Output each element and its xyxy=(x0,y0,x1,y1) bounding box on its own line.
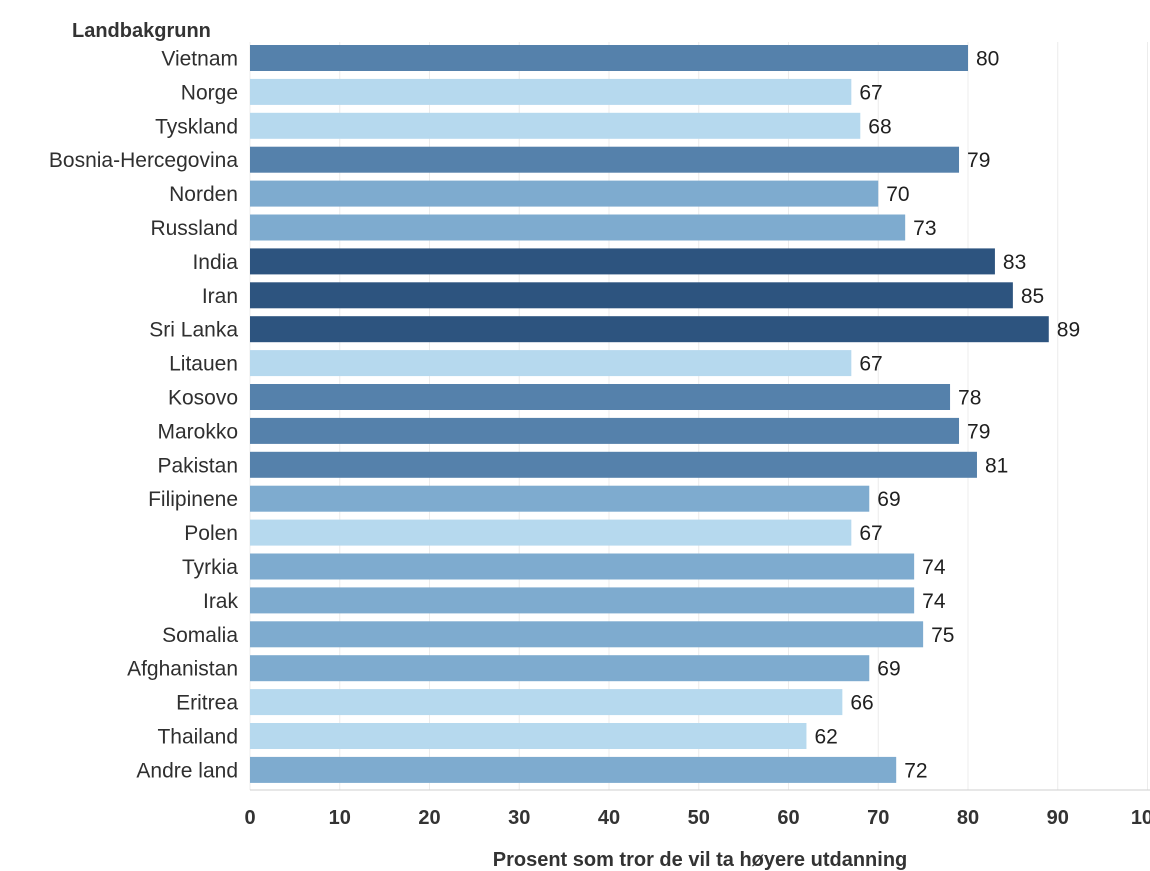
bar xyxy=(250,723,807,749)
x-tick-label: 40 xyxy=(598,807,620,829)
category-label: Somalia xyxy=(162,624,238,647)
x-tick-label: 80 xyxy=(957,807,979,829)
category-label: Afghanistan xyxy=(127,658,238,681)
category-label: Sri Lanka xyxy=(149,319,238,342)
x-tick-labels: 0 10 20 30 40 50 60 70 80 90 100 xyxy=(244,807,1150,829)
bar xyxy=(250,756,897,783)
x-tick-label: 30 xyxy=(508,807,530,829)
category-label: Litauen xyxy=(169,353,238,376)
category-label: Iran xyxy=(202,285,238,308)
x-tick-label: 0 xyxy=(244,807,255,829)
bar xyxy=(250,587,915,614)
x-tick-label: 100 xyxy=(1131,807,1150,829)
bar xyxy=(250,112,861,139)
category-label: Andre land xyxy=(136,759,238,782)
category-axis-title: Landbakgrunn xyxy=(72,20,211,42)
x-tick-label: 70 xyxy=(867,807,889,829)
bar xyxy=(250,214,906,241)
value-label: 67 xyxy=(859,81,882,104)
value-label: 81 xyxy=(985,454,1008,477)
category-label: Bosnia-Hercegovina xyxy=(49,149,238,172)
value-label: 74 xyxy=(922,556,946,579)
category-label: Vietnam xyxy=(161,48,238,71)
value-label: 78 xyxy=(958,387,981,410)
x-tick-label: 20 xyxy=(418,807,440,829)
value-label: 67 xyxy=(859,522,882,545)
bars xyxy=(250,45,1049,783)
value-label: 85 xyxy=(1021,285,1044,308)
bar xyxy=(250,316,1049,343)
category-label: Tyrkia xyxy=(182,556,238,579)
bar xyxy=(250,519,852,546)
category-label: India xyxy=(192,251,238,274)
value-label: 66 xyxy=(850,692,873,715)
category-label: Irak xyxy=(203,590,239,613)
value-label: 83 xyxy=(1003,251,1026,274)
category-label: Filipinene xyxy=(148,488,238,511)
x-tick-label: 60 xyxy=(777,807,799,829)
bar xyxy=(250,45,968,71)
category-label: Thailand xyxy=(157,726,238,749)
bar xyxy=(250,689,843,716)
bar xyxy=(250,485,870,512)
bar xyxy=(250,350,852,377)
bar xyxy=(250,384,951,410)
category-label: Russland xyxy=(150,217,238,240)
value-label: 67 xyxy=(859,353,882,376)
category-label: Pakistan xyxy=(157,454,238,477)
value-label: 75 xyxy=(931,624,954,647)
bar xyxy=(250,146,960,173)
value-labels: 8067687970738385896778798169677474756966… xyxy=(814,48,1080,783)
bar xyxy=(250,451,977,478)
category-label: Tyskland xyxy=(155,115,238,138)
bar xyxy=(250,180,879,207)
value-label: 80 xyxy=(976,48,999,71)
value-label: 62 xyxy=(814,726,837,749)
category-label: Norge xyxy=(181,81,238,104)
value-label: 79 xyxy=(967,420,990,443)
bar xyxy=(250,282,1013,309)
value-label: 74 xyxy=(922,590,946,613)
value-label: 72 xyxy=(904,759,927,782)
category-label: Marokko xyxy=(157,420,238,443)
category-label: Kosovo xyxy=(168,387,238,410)
bar xyxy=(250,248,995,275)
value-label: 89 xyxy=(1057,319,1080,342)
category-labels: Vietnam Norge Tyskland Bosnia-Hercegovina No… xyxy=(49,48,239,783)
value-label: 68 xyxy=(868,115,891,138)
x-tick-label: 90 xyxy=(1047,807,1069,829)
value-label: 69 xyxy=(877,658,900,681)
bar xyxy=(250,417,960,444)
x-tick-label: 50 xyxy=(688,807,710,829)
value-label: 73 xyxy=(913,217,936,240)
value-label: 79 xyxy=(967,149,990,172)
x-tick-label: 10 xyxy=(329,807,351,829)
category-label: Polen xyxy=(184,522,238,545)
category-label: Eritrea xyxy=(176,692,238,715)
bar xyxy=(250,655,870,682)
bar xyxy=(250,621,924,648)
x-axis-title: Prosent som tror de vil ta høyere utdann… xyxy=(493,849,908,871)
value-label: 70 xyxy=(886,183,909,206)
bar xyxy=(250,553,915,580)
category-label: Norden xyxy=(169,183,238,206)
bar xyxy=(250,78,852,105)
value-label: 69 xyxy=(877,488,900,511)
